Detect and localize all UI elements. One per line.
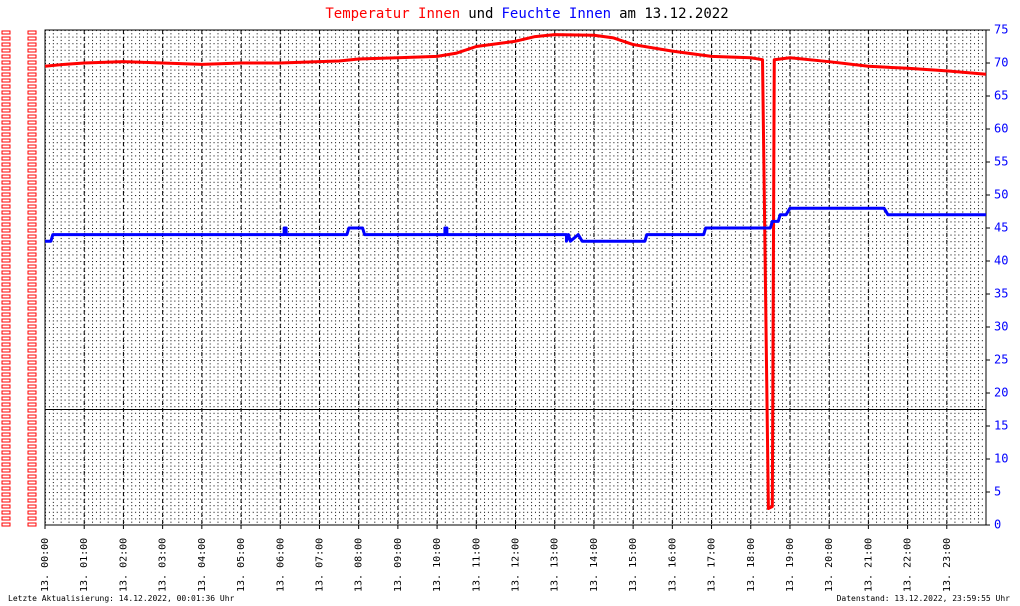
footer-right: Datenstand: 13.12.2022, 23:59:55 Uhr (837, 594, 1011, 603)
x-tick-label: 13. 00:00 (40, 538, 51, 592)
footer-left: Letzte Aktualisierung: 14.12.2022, 00:01… (8, 594, 235, 603)
y-tick-label: 75 (994, 23, 1008, 37)
x-tick-label: 13. 14:00 (589, 538, 600, 592)
x-tick-label: 13. 02:00 (118, 538, 129, 592)
y-tick-label: 25 (994, 353, 1008, 367)
y-tick-label: 5 (994, 485, 1001, 499)
title-part: und (468, 6, 493, 22)
x-tick-label: 13. 07:00 (314, 538, 325, 592)
x-tick-label: 13. 18:00 (746, 538, 757, 592)
title-part: am 13.12.2022 (619, 6, 729, 22)
y-tick-label: 20 (994, 386, 1008, 400)
chart-title: Temperatur Innen und Feuchte Innen am 13.12… (325, 6, 728, 22)
x-tick-label: 13. 22:00 (903, 538, 914, 592)
x-tick-label: 13. 12:00 (511, 538, 522, 592)
x-tick-label: 13. 21:00 (863, 538, 874, 592)
x-tick-label: 13. 19:00 (785, 538, 796, 592)
x-tick-label: 13. 15:00 (628, 538, 639, 592)
y-tick-label: 40 (994, 254, 1008, 268)
y-tick-label: 35 (994, 287, 1008, 301)
left-axis-decoration (0, 30, 40, 528)
series-line (45, 206, 986, 243)
x-tick-label: 13. 04:00 (197, 538, 208, 592)
title-part: Feuchte Innen (502, 6, 612, 22)
y-tick-label: 15 (994, 419, 1008, 433)
y-tick-label: 45 (994, 221, 1008, 235)
y-tick-label: 0 (994, 518, 1001, 532)
y-tick-label: 30 (994, 320, 1008, 334)
x-tick-label: 13. 17:00 (707, 538, 718, 592)
y-tick-label: 55 (994, 155, 1008, 169)
y-tick-label: 10 (994, 452, 1008, 466)
x-tick-label: 13. 08:00 (354, 538, 365, 592)
x-tick-label: 13. 01:00 (79, 538, 90, 592)
title-part: Temperatur Innen (325, 6, 460, 22)
series-line (44, 33, 987, 510)
x-tick-label: 13. 06:00 (275, 538, 286, 592)
x-tick-label: 13. 03:00 (158, 538, 169, 592)
x-tick-label: 13. 11:00 (471, 538, 482, 592)
y-tick-label: 70 (994, 56, 1008, 70)
y-tick-label: 60 (994, 122, 1008, 136)
y-tick-label: 50 (994, 188, 1008, 202)
x-tick-label: 13. 09:00 (393, 538, 404, 592)
x-tick-label: 13. 20:00 (824, 538, 835, 592)
x-tick-label: 13. 10:00 (432, 538, 443, 592)
x-tick-label: 13. 16:00 (667, 538, 678, 592)
x-tick-label: 13. 23:00 (942, 538, 953, 592)
x-tick-label: 13. 05:00 (236, 538, 247, 592)
x-tick-label: 13. 13:00 (550, 538, 561, 592)
y-tick-label: 65 (994, 89, 1008, 103)
